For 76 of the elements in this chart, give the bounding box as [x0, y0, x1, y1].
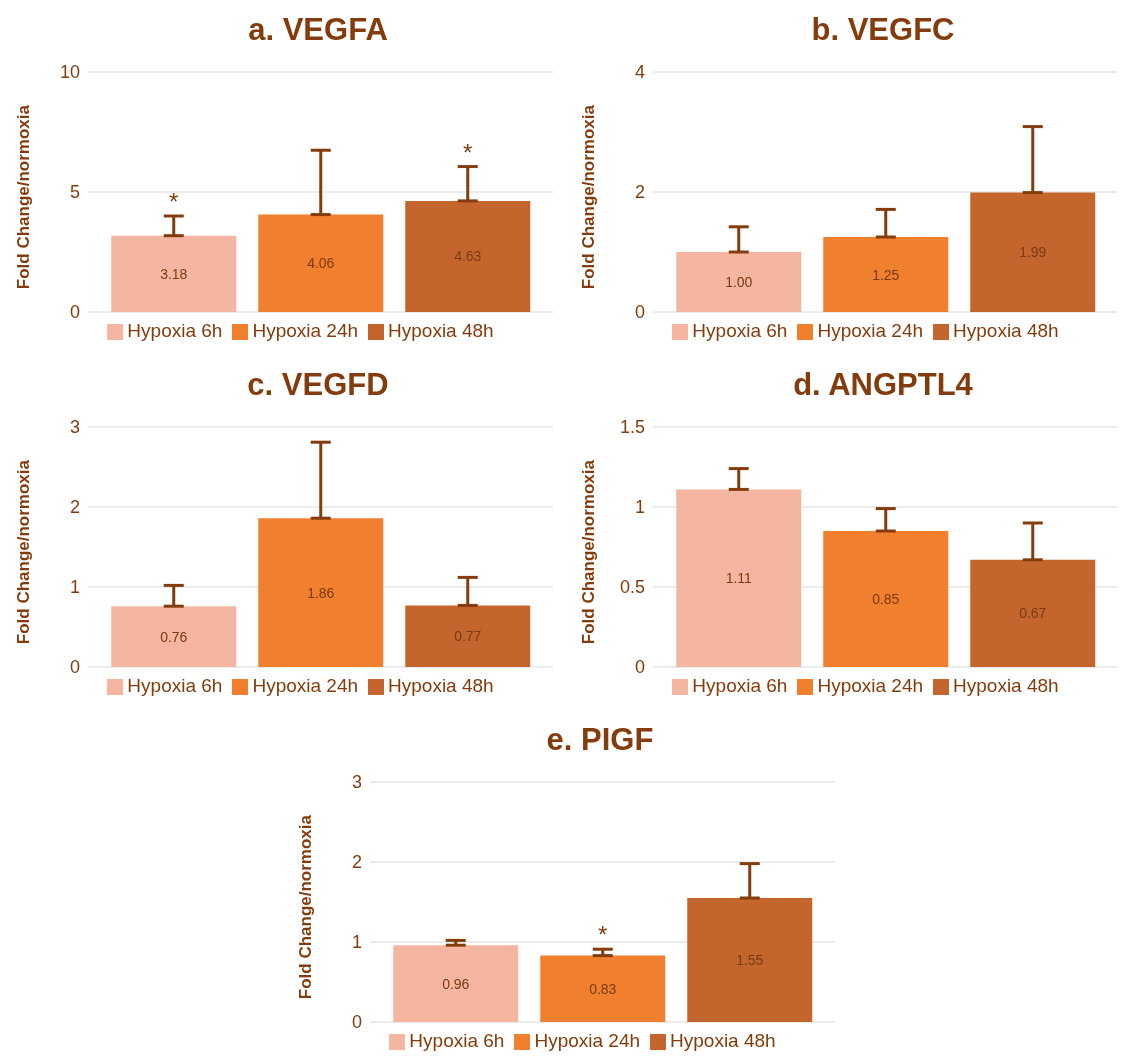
legend-label: Hypoxia 6h [127, 675, 223, 696]
legend-label: Hypoxia 24h [817, 320, 924, 341]
data-label: 1.11 [725, 570, 753, 587]
legend-label: Hypoxia 6h [692, 320, 788, 341]
bar [405, 605, 531, 667]
bar [676, 252, 802, 312]
bar [823, 531, 949, 667]
legend-label: Hypoxia 48h [388, 320, 494, 341]
y-tick-label: 1 [69, 577, 80, 598]
annotation: * [598, 921, 608, 949]
data-label: 4.06 [307, 255, 335, 272]
bar [258, 518, 384, 667]
y-tick-label: 2 [634, 182, 645, 203]
legend-label: Hypoxia 48h [388, 675, 494, 696]
y-tick-label: 0 [69, 657, 80, 678]
y-tick-label: 2 [351, 852, 362, 873]
data-label: 0.83 [589, 980, 617, 997]
data-label: 1.25 [872, 266, 900, 283]
y-tick-label: 0 [634, 657, 645, 678]
bar [687, 898, 813, 1022]
y-axis-title: Fold Change/normoxia [296, 814, 316, 1000]
annotation: * [463, 138, 473, 166]
bar [676, 489, 802, 667]
chart-title: c. VEGFD [246, 366, 390, 404]
legend-label: Hypoxia 48h [953, 320, 1059, 341]
y-tick-label: 4 [634, 62, 645, 83]
data-label: 1.00 [725, 274, 753, 290]
bar [111, 235, 237, 312]
annotation: * [169, 188, 179, 215]
bar [823, 237, 949, 312]
y-tick-label: 2 [69, 497, 80, 518]
y-tick-label: 1 [351, 932, 362, 953]
y-tick-label: 0 [634, 302, 645, 323]
chart-title: a. VEGFA [247, 11, 389, 49]
bar [111, 606, 237, 667]
y-tick-label: 1 [634, 497, 645, 518]
bar [970, 192, 1096, 312]
data-label: 0.77 [454, 628, 482, 645]
data-label: 1.99 [1019, 244, 1047, 261]
y-tick-label: 5 [69, 182, 80, 203]
data-label: 0.96 [442, 975, 470, 992]
bar [258, 214, 384, 312]
legend-label: Hypoxia 6h [409, 1030, 505, 1051]
bar [393, 945, 519, 1022]
chart-title: d. ANGPTL4 [792, 366, 974, 404]
legend-label: Hypoxia 24h [252, 675, 359, 696]
legend-label: Hypoxia 24h [534, 1030, 641, 1051]
y-axis-title: Fold Change/normoxia [14, 104, 34, 290]
y-tick-label: 10 [59, 62, 80, 83]
data-label: 0.76 [160, 628, 188, 645]
y-tick-label: 1.5 [619, 417, 645, 438]
y-axis-title: Fold Change/normoxia [579, 459, 599, 645]
y-tick-label: 3 [69, 417, 80, 438]
legend-label: Hypoxia 48h [670, 1030, 776, 1051]
bar [540, 955, 666, 1022]
y-axis-title: Fold Change/normoxia [14, 459, 34, 645]
data-label: 0.67 [1019, 605, 1047, 622]
data-label: 0.85 [872, 591, 900, 607]
y-tick-label: 0 [69, 302, 80, 323]
chart-title: e. PIGF [545, 721, 655, 759]
bar [405, 200, 531, 312]
chart-title: b. VEGFC [810, 11, 956, 49]
legend-label: Hypoxia 6h [127, 320, 223, 341]
y-tick-label: 3 [351, 772, 362, 793]
bar [970, 559, 1096, 667]
legend-label: Hypoxia 48h [953, 675, 1059, 696]
data-label: 1.55 [736, 952, 764, 968]
data-label: 4.63 [454, 248, 482, 265]
y-axis-title: Fold Change/normoxia [579, 104, 599, 290]
data-label: 1.86 [307, 584, 335, 601]
legend-label: Hypoxia 24h [252, 320, 359, 341]
legend-label: Hypoxia 6h [692, 675, 788, 696]
y-tick-label: 0 [351, 1012, 362, 1033]
legend-label: Hypoxia 24h [817, 675, 924, 696]
data-label: 3.18 [160, 265, 188, 282]
y-tick-label: 0.5 [619, 577, 645, 598]
